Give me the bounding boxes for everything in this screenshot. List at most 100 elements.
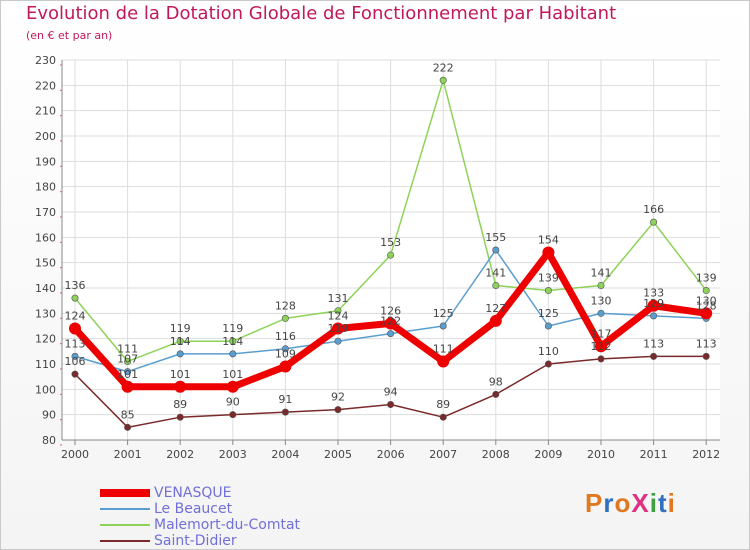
data-point-le-beaucet bbox=[387, 330, 395, 338]
chart-title: Evolution de la Dotation Globale de Fonc… bbox=[26, 3, 617, 24]
data-label-venasque: 126 bbox=[380, 304, 401, 317]
data-label-le-beaucet: 114 bbox=[222, 335, 243, 348]
data-point-saint-didier bbox=[650, 352, 658, 360]
data-label-le-beaucet: 155 bbox=[485, 231, 506, 244]
data-label-venasque: 124 bbox=[65, 310, 86, 323]
logo-letter: X bbox=[631, 488, 650, 518]
data-point-venasque bbox=[332, 322, 344, 335]
y-tick-label: 140 bbox=[35, 282, 56, 295]
data-label-le-beaucet: 125 bbox=[538, 307, 559, 320]
data-label-malemort-du-comtat: 119 bbox=[170, 322, 191, 335]
y-tick-label: 220 bbox=[35, 79, 56, 92]
data-label-saint-didier: 91 bbox=[278, 393, 292, 406]
y-tick-label: 180 bbox=[35, 181, 56, 194]
data-label-le-beaucet: 130 bbox=[591, 294, 612, 307]
data-point-malemort-du-comtat bbox=[544, 287, 552, 295]
data-label-saint-didier: 92 bbox=[331, 391, 345, 404]
x-tick-label: 2006 bbox=[377, 448, 405, 461]
data-point-saint-didier bbox=[176, 413, 184, 421]
data-point-le-beaucet bbox=[281, 345, 289, 353]
data-point-saint-didier bbox=[439, 413, 447, 421]
proxiti-logo: ProXiti bbox=[585, 488, 676, 519]
data-label-venasque: 124 bbox=[328, 310, 349, 323]
logo-letter: i bbox=[667, 488, 676, 518]
data-point-venasque bbox=[489, 314, 502, 327]
legend-label-le-beaucet: Le Beaucet bbox=[154, 501, 233, 517]
x-tick-label: 2004 bbox=[271, 448, 299, 461]
y-tick-label: 90 bbox=[42, 409, 56, 422]
data-point-malemort-du-comtat bbox=[650, 218, 658, 226]
data-label-malemort-du-comtat: 141 bbox=[485, 266, 506, 279]
data-label-le-beaucet: 116 bbox=[275, 330, 296, 343]
data-label-malemort-du-comtat: 131 bbox=[328, 292, 349, 305]
data-label-saint-didier: 113 bbox=[696, 337, 717, 350]
data-label-venasque: 111 bbox=[433, 342, 454, 355]
x-tick-label: 2000 bbox=[61, 448, 89, 461]
x-tick-label: 2012 bbox=[692, 448, 720, 461]
data-point-malemort-du-comtat bbox=[124, 357, 132, 365]
data-label-malemort-du-comtat: 119 bbox=[222, 322, 243, 335]
x-tick-label: 2005 bbox=[324, 448, 352, 461]
data-point-venasque bbox=[174, 380, 187, 393]
logo-letter: r bbox=[603, 488, 615, 518]
x-tick-label: 2007 bbox=[429, 448, 457, 461]
data-point-venasque bbox=[595, 340, 607, 353]
data-point-malemort-du-comtat bbox=[281, 314, 289, 322]
data-label-malemort-du-comtat: 141 bbox=[591, 266, 612, 279]
data-point-saint-didier bbox=[544, 360, 552, 368]
data-label-le-beaucet: 129 bbox=[643, 297, 664, 310]
data-label-le-beaucet: 122 bbox=[380, 315, 401, 328]
x-tick-label: 2011 bbox=[640, 448, 668, 461]
legend-label-venasque: VENASQUE bbox=[154, 485, 232, 501]
data-point-venasque bbox=[647, 299, 660, 312]
data-point-venasque bbox=[437, 355, 450, 368]
data-label-malemort-du-comtat: 139 bbox=[696, 272, 717, 285]
legend-label-malemort: Malemort-du-Comtat bbox=[154, 517, 301, 533]
y-tick-label: 120 bbox=[35, 333, 56, 346]
data-label-saint-didier: 98 bbox=[489, 375, 503, 388]
data-label-le-beaucet: 107 bbox=[117, 353, 138, 366]
legend-swatch-venasque bbox=[100, 489, 150, 497]
logo-letter: P bbox=[585, 488, 604, 518]
data-label-venasque: 130 bbox=[696, 294, 717, 307]
data-point-le-beaucet bbox=[544, 322, 552, 330]
y-tick-label: 210 bbox=[35, 105, 56, 118]
data-label-saint-didier: 89 bbox=[173, 398, 187, 411]
data-point-venasque bbox=[226, 380, 239, 393]
y-tick-label: 110 bbox=[35, 358, 56, 371]
y-tick-label: 190 bbox=[35, 155, 56, 168]
x-tick-label: 2003 bbox=[219, 448, 247, 461]
data-point-malemort-du-comtat bbox=[334, 307, 342, 315]
x-tick-label: 2010 bbox=[587, 448, 615, 461]
data-point-malemort-du-comtat bbox=[439, 76, 447, 84]
data-point-malemort-du-comtat bbox=[492, 281, 500, 289]
legend-swatch-le-beaucet bbox=[100, 508, 150, 510]
legend-swatch-malemort bbox=[100, 524, 150, 526]
data-label-saint-didier: 85 bbox=[121, 408, 135, 421]
data-label-le-beaucet: 128 bbox=[696, 299, 717, 312]
data-label-malemort-du-comtat: 136 bbox=[65, 279, 86, 292]
y-tick-label: 230 bbox=[35, 54, 56, 67]
data-point-saint-didier bbox=[334, 406, 342, 414]
x-tick-label: 2001 bbox=[114, 448, 142, 461]
data-point-saint-didier bbox=[702, 352, 710, 360]
data-point-saint-didier bbox=[281, 408, 289, 416]
data-point-le-beaucet bbox=[176, 350, 184, 358]
y-tick-label: 100 bbox=[35, 383, 56, 396]
data-point-saint-didier bbox=[597, 355, 605, 363]
data-point-saint-didier bbox=[124, 423, 132, 431]
data-point-malemort-du-comtat bbox=[176, 337, 184, 345]
data-label-venasque: 101 bbox=[222, 368, 243, 381]
data-label-venasque: 117 bbox=[591, 327, 612, 340]
data-point-venasque bbox=[121, 380, 134, 393]
data-label-malemort-du-comtat: 111 bbox=[117, 342, 138, 355]
legend-label-saint-didier: Saint-Didier bbox=[154, 533, 237, 549]
data-label-venasque: 101 bbox=[170, 368, 191, 381]
data-point-le-beaucet bbox=[229, 350, 237, 358]
data-point-le-beaucet bbox=[650, 312, 658, 320]
y-tick-label: 160 bbox=[35, 231, 56, 244]
logo-letter: o bbox=[614, 488, 632, 518]
data-point-venasque bbox=[542, 246, 555, 259]
data-point-malemort-du-comtat bbox=[71, 294, 79, 302]
data-point-venasque bbox=[384, 317, 397, 330]
